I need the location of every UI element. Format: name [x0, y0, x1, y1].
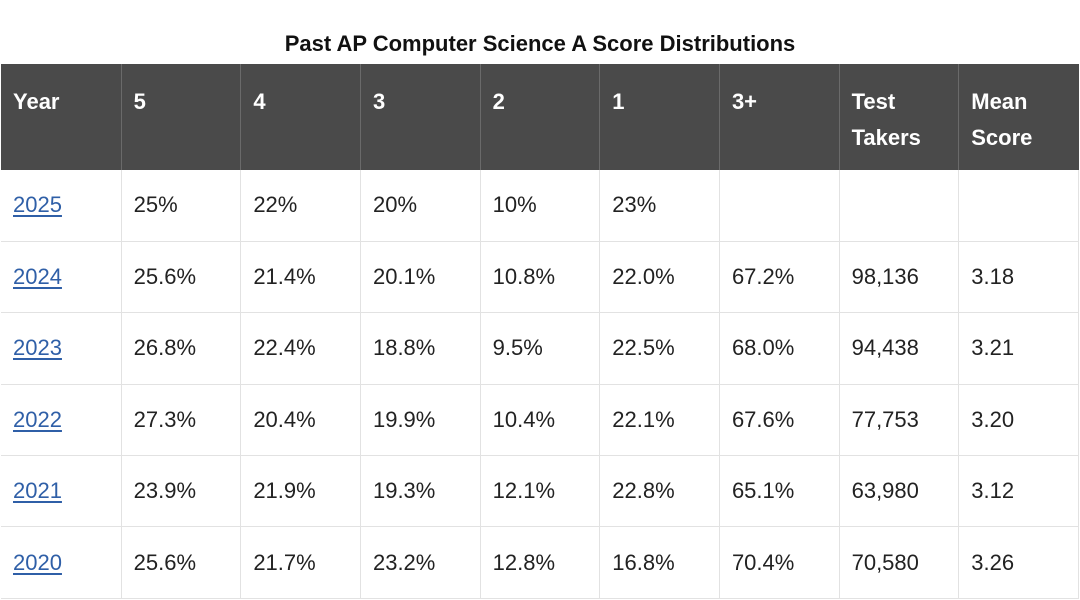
header-test-takers: Test Takers	[839, 64, 960, 170]
header-score-1: 1	[599, 64, 720, 170]
header-mean-score: Mean Score	[958, 64, 1079, 170]
cell-score-3: 20.1%	[360, 241, 481, 314]
cell-score-1: 23%	[599, 170, 720, 242]
header-score-3: 3	[360, 64, 481, 170]
table-caption: Past AP Computer Science A Score Distrib…	[284, 31, 796, 56]
cell-year: 2024	[1, 241, 122, 314]
cell-score-5: 23.9%	[121, 455, 242, 528]
cell-score-5: 25.6%	[121, 241, 242, 314]
cell-mean-score	[958, 170, 1079, 242]
cell-score-5: 25.6%	[121, 526, 242, 599]
cell-test-takers: 70,580	[839, 526, 960, 599]
cell-score-3: 19.9%	[360, 384, 481, 457]
header-row: Year 5 4 3 2 1 3+ Test Takers Mean Score	[1, 64, 1079, 170]
cell-score-5: 27.3%	[121, 384, 242, 457]
cell-pct-3-plus: 67.6%	[719, 384, 840, 457]
header-score-4: 4	[240, 64, 361, 170]
cell-score-4: 21.7%	[240, 526, 361, 599]
cell-year: 2020	[1, 526, 122, 599]
cell-score-5: 25%	[121, 170, 242, 242]
cell-score-2: 10%	[480, 170, 601, 242]
cell-pct-3-plus: 68.0%	[719, 312, 840, 385]
cell-mean-score: 3.20	[958, 384, 1079, 457]
cell-year: 2025	[1, 170, 122, 242]
table-row: 2023 26.8% 22.4% 18.8% 9.5% 22.5% 68.0% 94,438 3…	[1, 312, 1079, 385]
cell-score-2: 12.1%	[480, 455, 601, 528]
cell-score-2: 12.8%	[480, 526, 601, 599]
score-distribution-table: Year 5 4 3 2 1 3+ Test Takers Mean Score…	[1, 64, 1079, 599]
table-row: 2022 27.3% 20.4% 19.9% 10.4% 22.1% 67.6% 77,753…	[1, 384, 1079, 457]
cell-score-4: 21.9%	[240, 455, 361, 528]
table-row: 2021 23.9% 21.9% 19.3% 12.1% 22.8% 65.1% 63,980…	[1, 455, 1079, 528]
cell-score-1: 22.8%	[599, 455, 720, 528]
cell-score-5: 26.8%	[121, 312, 242, 385]
table-row: 2020 25.6% 21.7% 23.2% 12.8% 16.8% 70.4% 70,580…	[1, 526, 1079, 599]
year-link[interactable]: 2022	[13, 406, 62, 432]
cell-year: 2021	[1, 455, 122, 528]
cell-pct-3-plus	[719, 170, 840, 242]
header-score-2: 2	[480, 64, 601, 170]
cell-test-takers: 98,136	[839, 241, 960, 314]
cell-year: 2023	[1, 312, 122, 385]
year-link[interactable]: 2021	[13, 478, 62, 504]
table-row: 2024 25.6% 21.4% 20.1% 10.8% 22.0% 67.2% 98,136…	[1, 241, 1079, 314]
cell-score-2: 10.8%	[480, 241, 601, 314]
table-row: 2025 25% 22% 20% 10% 23%	[1, 170, 1079, 242]
cell-score-3: 19.3%	[360, 455, 481, 528]
cell-mean-score: 3.12	[958, 455, 1079, 528]
year-link[interactable]: 2023	[13, 335, 62, 361]
cell-pct-3-plus: 70.4%	[719, 526, 840, 599]
cell-score-1: 22.5%	[599, 312, 720, 385]
cell-test-takers: 94,438	[839, 312, 960, 385]
cell-pct-3-plus: 67.2%	[719, 241, 840, 314]
cell-mean-score: 3.21	[958, 312, 1079, 385]
header-3-plus: 3+	[719, 64, 840, 170]
cell-test-takers	[839, 170, 960, 242]
cell-pct-3-plus: 65.1%	[719, 455, 840, 528]
cell-test-takers: 63,980	[839, 455, 960, 528]
cell-score-4: 20.4%	[240, 384, 361, 457]
cell-score-1: 22.1%	[599, 384, 720, 457]
cell-score-2: 10.4%	[480, 384, 601, 457]
cell-test-takers: 77,753	[839, 384, 960, 457]
cell-score-4: 22.4%	[240, 312, 361, 385]
header-year: Year	[1, 64, 122, 170]
year-link[interactable]: 2024	[13, 264, 62, 290]
cell-score-3: 18.8%	[360, 312, 481, 385]
cell-score-1: 22.0%	[599, 241, 720, 314]
cell-mean-score: 3.18	[958, 241, 1079, 314]
cell-year: 2022	[1, 384, 122, 457]
cell-score-1: 16.8%	[599, 526, 720, 599]
cell-score-4: 22%	[240, 170, 361, 242]
cell-score-3: 20%	[360, 170, 481, 242]
cell-score-3: 23.2%	[360, 526, 481, 599]
year-link[interactable]: 2020	[13, 549, 62, 575]
cell-mean-score: 3.26	[958, 526, 1079, 599]
cell-score-2: 9.5%	[480, 312, 601, 385]
cell-score-4: 21.4%	[240, 241, 361, 314]
year-link[interactable]: 2025	[13, 192, 62, 218]
header-score-5: 5	[121, 64, 242, 170]
